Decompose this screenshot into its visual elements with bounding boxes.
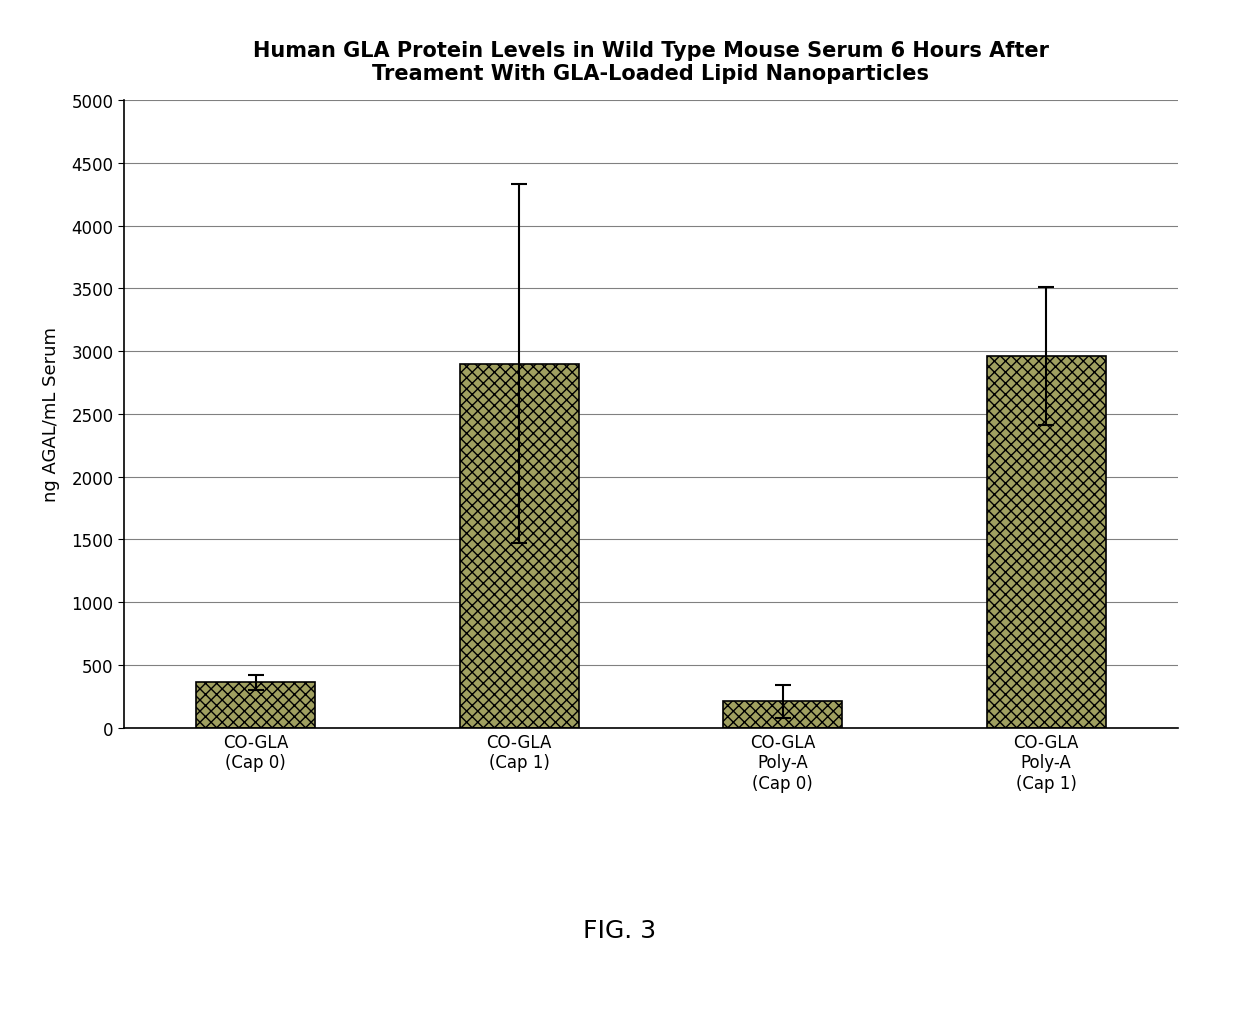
Bar xyxy=(196,682,315,728)
Text: FIG. 3: FIG. 3 xyxy=(584,918,656,942)
Title: Human GLA Protein Levels in Wild Type Mouse Serum 6 Hours After
Treament With GL: Human GLA Protein Levels in Wild Type Mo… xyxy=(253,41,1049,84)
Y-axis label: ng AGAL/mL Serum: ng AGAL/mL Serum xyxy=(42,328,61,501)
Bar xyxy=(987,357,1106,728)
Bar xyxy=(723,702,842,728)
Bar xyxy=(460,364,579,728)
